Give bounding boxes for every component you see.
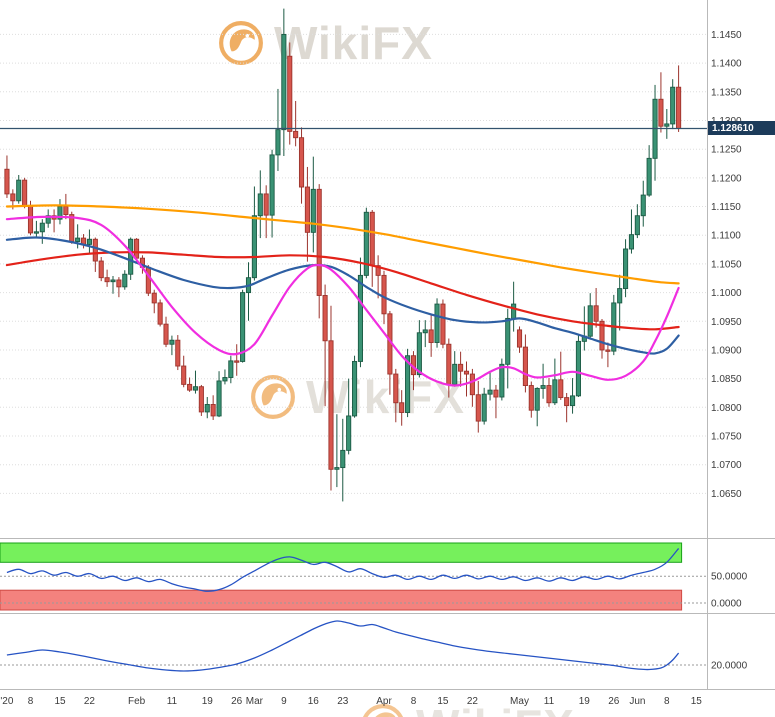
svg-text:1.1050: 1.1050 (711, 259, 742, 270)
svg-text:1.1250: 1.1250 (711, 145, 742, 156)
svg-text:Feb: Feb (128, 696, 146, 707)
current-price-badge: 1.128610 (708, 121, 775, 135)
svg-text:19: 19 (579, 696, 591, 707)
svg-text:1.1350: 1.1350 (711, 87, 742, 98)
svg-text:Apr: Apr (376, 696, 392, 707)
svg-text:15: 15 (691, 696, 703, 707)
svg-text:1.1450: 1.1450 (711, 30, 742, 41)
svg-text:9: 9 (281, 696, 287, 707)
svg-text:1.0800: 1.0800 (711, 403, 742, 414)
svg-text:Jun: Jun (629, 696, 645, 707)
svg-text:22: 22 (84, 696, 96, 707)
svg-text:8: 8 (28, 696, 34, 707)
svg-text:11: 11 (544, 696, 555, 707)
svg-text:23: 23 (337, 696, 349, 707)
svg-text:1.0900: 1.0900 (711, 346, 742, 357)
svg-text:May: May (510, 696, 529, 707)
svg-text:1.1200: 1.1200 (711, 173, 742, 184)
svg-text:1.0750: 1.0750 (711, 432, 742, 443)
svg-text:22: 22 (467, 696, 479, 707)
svg-text:8: 8 (411, 696, 417, 707)
svg-text:1.1000: 1.1000 (711, 288, 742, 299)
svg-text:'20: '20 (0, 696, 13, 707)
svg-text:8: 8 (664, 696, 670, 707)
svg-text:1.1150: 1.1150 (711, 202, 741, 213)
svg-text:26: 26 (231, 696, 243, 707)
svg-text:1.0950: 1.0950 (711, 317, 742, 328)
svg-text:15: 15 (54, 696, 66, 707)
svg-text:1.0850: 1.0850 (711, 374, 742, 385)
svg-text:16: 16 (308, 696, 320, 707)
svg-text:11: 11 (167, 696, 178, 707)
svg-text:15: 15 (437, 696, 449, 707)
svg-text:1.0700: 1.0700 (711, 460, 742, 471)
svg-text:50.0000: 50.0000 (711, 572, 748, 583)
svg-text:0.0000: 0.0000 (711, 599, 742, 610)
svg-text:1.1400: 1.1400 (711, 59, 742, 70)
svg-text:20.0000: 20.0000 (711, 661, 748, 672)
svg-text:1.1100: 1.1100 (711, 231, 741, 242)
svg-text:19: 19 (202, 696, 214, 707)
current-price-value: 1.128610 (712, 122, 754, 134)
svg-text:26: 26 (608, 696, 620, 707)
svg-text:1.0650: 1.0650 (711, 489, 742, 500)
svg-text:Mar: Mar (246, 696, 264, 707)
